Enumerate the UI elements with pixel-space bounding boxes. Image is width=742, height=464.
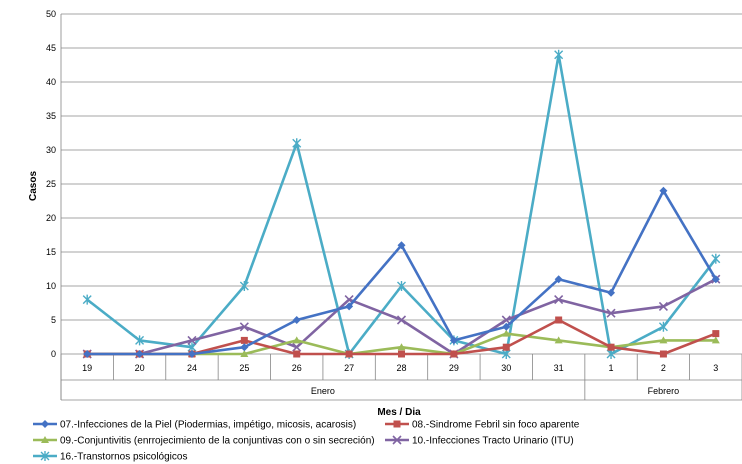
- y-tick-label: 0: [51, 349, 56, 359]
- data-point: [659, 350, 667, 358]
- x-tick-label: 29: [449, 363, 459, 373]
- data-point: [711, 253, 721, 264]
- data-point: [292, 138, 302, 149]
- legend-label: 08.-Sindrome Febril sin foco aparente: [412, 420, 580, 431]
- legend-entry-1: 07.-Infecciones de la Piel (Piodermias, …: [33, 420, 356, 431]
- legend-entry-4: 10.-Infecciones Tracto Urinario (ITU): [385, 435, 574, 447]
- x-tick-label: 19: [82, 363, 92, 373]
- x-tick-label: 1: [609, 363, 614, 373]
- series-2: [83, 316, 720, 358]
- data-point: [659, 186, 668, 195]
- data-point: [187, 335, 197, 345]
- data-point: [345, 350, 353, 358]
- y-tick-label: 40: [46, 77, 56, 87]
- data-point: [607, 288, 616, 297]
- data-point: [398, 350, 405, 358]
- data-point: [712, 330, 720, 338]
- data-point: [135, 350, 144, 358]
- x-tick-label: 31: [554, 363, 564, 373]
- data-point: [82, 294, 92, 305]
- legend-entry-5: 16.-Transtornos psicológicos: [33, 451, 187, 463]
- legend-label: 07.-Infecciones de la Piel (Piodermias, …: [60, 420, 356, 431]
- legend-swatch-marker: [41, 436, 49, 443]
- data-point: [554, 295, 564, 305]
- legend-label: 10.-Infecciones Tracto Urinario (ITU): [412, 436, 574, 447]
- data-point: [240, 350, 249, 357]
- x-tick-label: 25: [239, 363, 249, 373]
- x-tick-label: 20: [135, 363, 145, 373]
- y-tick-label: 10: [46, 281, 56, 291]
- data-point: [554, 336, 563, 344]
- data-point: [502, 343, 510, 351]
- y-tick-label: 30: [46, 145, 56, 155]
- y-tick-label: 20: [46, 213, 56, 223]
- x-tick-label: 27: [344, 363, 354, 373]
- data-point: [711, 336, 720, 344]
- data-point: [187, 350, 196, 358]
- x-group-label: Enero: [311, 386, 335, 396]
- gridlines: [61, 13, 742, 355]
- y-tick-label: 15: [46, 247, 56, 257]
- legend-entry-2: 08.-Sindrome Febril sin foco aparente: [385, 420, 580, 431]
- x-tick-label: 24: [187, 363, 197, 373]
- data-point: [292, 342, 302, 352]
- x-tick-label: 28: [396, 363, 406, 373]
- data-point: [345, 302, 354, 311]
- legend-label: 16.-Transtornos psicológicos: [60, 452, 187, 463]
- y-axis-ticks: 0 5 10 15 20 25 30 35 40 45 50: [46, 9, 56, 359]
- data-point: [658, 301, 668, 311]
- data-point: [606, 308, 616, 318]
- x-group-label: Febrero: [648, 386, 680, 396]
- data-point: [502, 329, 511, 337]
- x-axis-title: Mes / Dia: [377, 407, 421, 418]
- data-point: [658, 321, 668, 332]
- data-point: [396, 315, 407, 325]
- data-point: [554, 275, 563, 284]
- data-point: [607, 343, 615, 351]
- x-tick-label: 3: [713, 363, 718, 373]
- data-point: [397, 281, 406, 291]
- y-tick-label: 45: [46, 43, 56, 53]
- data-point: [239, 281, 249, 291]
- x-axis: 19 20 24 25 26 27 28 29 30 31 1 2 3 Enero Febrero: [60, 14, 742, 401]
- legend-entry-3: 09.-Conjuntivitis (enrrojecimiento de la…: [33, 436, 375, 447]
- y-tick-label: 50: [46, 9, 56, 19]
- x-tick-label: 2: [661, 363, 666, 373]
- data-point: [555, 316, 563, 324]
- data-point: [293, 350, 301, 358]
- data-point: [135, 335, 145, 346]
- series-lines: [82, 49, 721, 359]
- series-1: [83, 186, 720, 358]
- data-point: [397, 343, 406, 351]
- data-point: [450, 350, 458, 358]
- legend-swatch-marker: [40, 451, 50, 461]
- data-point: [711, 275, 720, 284]
- legend-swatch-marker: [41, 420, 49, 428]
- data-point: [240, 343, 249, 352]
- data-point: [554, 49, 564, 60]
- legend-swatch-marker: [392, 435, 402, 445]
- data-point: [83, 350, 92, 358]
- legend: 07.-Infecciones de la Piel (Piodermias, …: [33, 420, 580, 463]
- data-point: [292, 336, 301, 344]
- data-point: [659, 336, 668, 344]
- data-point: [240, 336, 248, 344]
- y-tick-label: 25: [46, 179, 56, 189]
- series-line: [87, 189, 717, 356]
- data-point: [449, 336, 458, 345]
- y-axis-title: Casos: [28, 171, 39, 201]
- legend-swatch-marker: [393, 420, 401, 428]
- data-point: [292, 316, 301, 324]
- data-point: [397, 241, 406, 250]
- x-tick-label: 26: [292, 363, 302, 373]
- legend-label: 09.-Conjuntivitis (enrrojecimiento de la…: [60, 436, 375, 447]
- y-tick-label: 35: [46, 111, 56, 121]
- y-tick-label: 5: [51, 315, 56, 325]
- data-point: [239, 322, 249, 332]
- data-point: [502, 322, 511, 331]
- series-line: [86, 53, 717, 356]
- x-tick-label: 30: [501, 363, 511, 373]
